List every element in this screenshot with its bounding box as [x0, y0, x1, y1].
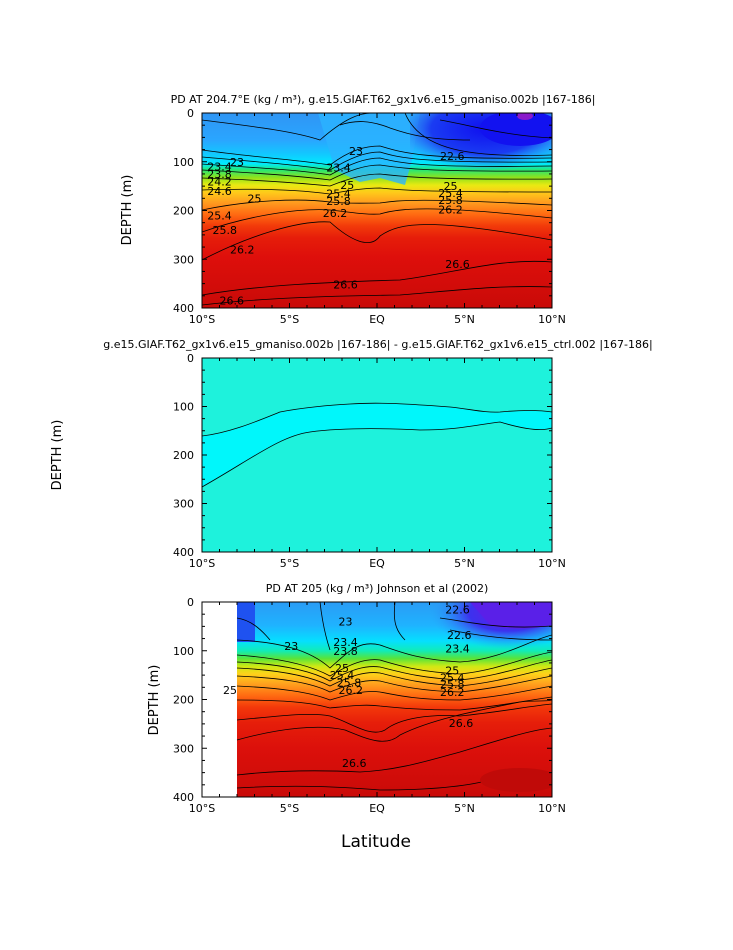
panel-1-yticks: 0 100 200 300 400 — [173, 107, 552, 315]
y-tick-label: 100 — [173, 401, 194, 414]
x-tick-label: 10°S — [189, 313, 215, 326]
panel-1-ylabel: DEPTH (m) — [120, 175, 135, 246]
contour-label: 23 — [284, 640, 298, 653]
y-tick-label: 100 — [173, 156, 194, 169]
y-tick-label: 300 — [173, 253, 194, 266]
contour-label: 22.6 — [440, 150, 465, 163]
y-tick-label: 200 — [173, 694, 194, 707]
contour-label: 24.2 — [207, 175, 232, 188]
contour-label: 22.6 — [445, 603, 470, 616]
contour-label: 25.8 — [440, 678, 465, 691]
contour-label: 25.4 — [326, 187, 351, 200]
contour-label: 26.6 — [220, 295, 245, 308]
contour-label: 23.4 — [445, 642, 470, 655]
x-tick-label: 5°S — [280, 802, 299, 815]
x-tick-label: 5°S — [280, 313, 299, 326]
y-tick-label: 300 — [173, 498, 194, 511]
contour-label: 23.4 — [207, 161, 232, 174]
contour-label: 25 — [223, 684, 237, 697]
x-tick-label: 5°N — [454, 802, 475, 815]
panel-2-title: g.e15.GIAF.T62_gx1v6.e15_gmaniso.002b |1… — [103, 338, 652, 351]
panel-2: g.e15.GIAF.T62_gx1v6.e15_gmaniso.002b |1… — [50, 338, 653, 570]
y-tick-label: 200 — [173, 449, 194, 462]
y-tick-label: 200 — [173, 205, 194, 218]
contour-label: 23.4 — [326, 162, 351, 175]
x-tick-label: 10°N — [538, 313, 566, 326]
contour-label: 25.8 — [337, 676, 362, 689]
panel-3-ylabel: DEPTH (m) — [147, 665, 162, 736]
contour-label: 25.4 — [438, 187, 463, 200]
contour-label: 23 — [339, 616, 353, 629]
contour-label: 25 — [340, 179, 354, 192]
contour-label: 25.8 — [326, 195, 351, 208]
contour-label: 26.6 — [333, 279, 358, 292]
contour-label: 26.2 — [339, 684, 364, 697]
panel-2-field — [202, 358, 552, 552]
panel-1: PD AT 204.7°E (kg / m³), g.e15.GIAF.T62_… — [120, 93, 595, 326]
panel-1-field — [202, 113, 552, 308]
x-tick-label: 10°S — [189, 802, 215, 815]
contour-label: 25.4 — [207, 209, 232, 222]
x-tick-label: 5°N — [454, 557, 475, 570]
contour-label: 25.4 — [440, 672, 465, 685]
x-tick-label: 5°N — [454, 313, 475, 326]
panel-3-yticks: 0 100 200 300 400 — [173, 596, 552, 804]
contour-label: 23.4 — [333, 636, 358, 649]
contour-label: 24.6 — [207, 185, 232, 198]
panel-3-xlabel: Latitude — [341, 832, 411, 852]
x-tick-label: 10°N — [538, 557, 566, 570]
contour-label: 23.8 — [207, 168, 232, 181]
contour-label: 23 — [349, 145, 363, 158]
x-tick-label: EQ — [369, 557, 385, 570]
panel-2-xticks: 10°S 5°S EQ 5°N 10°N — [189, 358, 566, 570]
contour-label: 25 — [248, 192, 262, 205]
panel-3-xticks: 10°S 5°S EQ 5°N 10°N — [189, 602, 566, 815]
contour-label: 25 — [445, 664, 459, 677]
x-tick-label: EQ — [369, 313, 385, 326]
contour-label: 25.8 — [213, 224, 238, 237]
panel-3-field — [202, 602, 552, 797]
contour-label: 26.6 — [445, 258, 470, 271]
panel-1-contour-labels: 2323.423.824.224.62525.425.826.226.62323… — [207, 145, 470, 308]
y-tick-label: 400 — [173, 302, 194, 315]
contour-label: 25 — [444, 180, 458, 193]
contour-label: 25.8 — [438, 194, 463, 207]
y-tick-label: 400 — [173, 546, 194, 559]
contour-label: 23 — [230, 156, 244, 169]
contour-label: 26.6 — [449, 717, 474, 730]
panel-3: PD AT 205 (kg / m³) Johnson et al (2002) — [147, 582, 566, 852]
contour-label: 26.2 — [438, 204, 463, 217]
y-tick-label: 0 — [187, 107, 194, 120]
panel-3-title: PD AT 205 (kg / m³) Johnson et al (2002) — [266, 582, 489, 595]
x-tick-label: 5°S — [280, 557, 299, 570]
contour-label: 26.2 — [440, 686, 465, 699]
y-tick-label: 100 — [173, 645, 194, 658]
contour-label: 25.4 — [330, 669, 355, 682]
panel-3-contour-labels: 232323.423.82525.425.826.22526.622.622.6… — [223, 603, 473, 770]
panel-2-ylabel: DEPTH (m) — [50, 420, 65, 491]
y-tick-label: 0 — [187, 596, 194, 609]
panel-1-xticks: 10°S 5°S EQ 5°N 10°N — [189, 113, 566, 326]
contour-label: 25 — [335, 662, 349, 675]
x-tick-label: EQ — [369, 802, 385, 815]
panel-2-yticks: 0 100 200 300 400 — [173, 352, 552, 559]
contour-label: 22.6 — [447, 629, 472, 642]
x-tick-label: 10°S — [189, 557, 215, 570]
x-tick-label: 10°N — [538, 802, 566, 815]
y-tick-label: 0 — [187, 352, 194, 365]
y-tick-label: 300 — [173, 742, 194, 755]
contour-label: 26.6 — [342, 757, 367, 770]
panel-1-title: PD AT 204.7°E (kg / m³), g.e15.GIAF.T62_… — [171, 93, 596, 106]
y-tick-label: 400 — [173, 791, 194, 804]
contour-label: 26.2 — [230, 244, 255, 257]
contour-label: 26.2 — [323, 207, 348, 220]
contour-label: 23.8 — [333, 645, 358, 658]
